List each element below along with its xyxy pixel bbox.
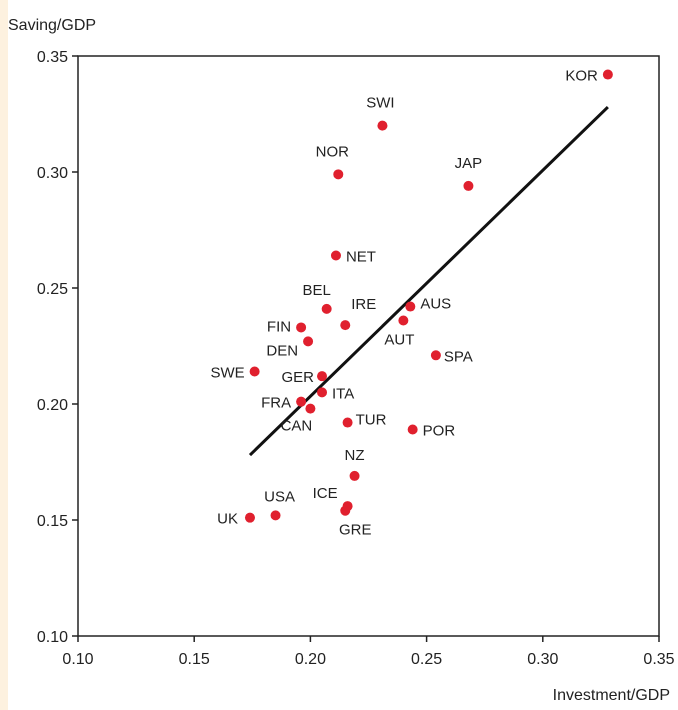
- point-aus: [405, 301, 416, 312]
- point-label-ger: GER: [282, 369, 315, 386]
- y-axis-title: Saving/GDP: [8, 17, 96, 34]
- y-tick-label: 0.10: [37, 629, 68, 646]
- point-label-swe: SWE: [210, 365, 244, 382]
- point-label-uk: UK: [217, 511, 238, 528]
- y-axis: 0.10 0.15 0.20 0.25 0.30 0.35: [37, 49, 78, 646]
- trend-line: [248, 105, 609, 457]
- point-label-kor: KOR: [565, 68, 598, 85]
- point-jap: [463, 180, 474, 191]
- point-label-fin: FIN: [267, 318, 291, 335]
- point-label-swi: SWI: [366, 95, 394, 112]
- y-tick-label: 0.15: [37, 513, 68, 530]
- y-tick-label: 0.35: [37, 49, 68, 66]
- point-label-aus: AUS: [420, 296, 451, 313]
- point-can: [305, 403, 316, 414]
- point-label-usa: USA: [264, 488, 295, 505]
- point-usa: [270, 510, 281, 521]
- x-tick-label: 0.30: [527, 651, 558, 668]
- y-tick-label: 0.30: [37, 165, 68, 182]
- data-points: KOR SWI NOR JAP NET BEL IRE AUS AUT FIN DEN SPA SWE G…: [210, 68, 613, 539]
- point-uk: [244, 512, 255, 523]
- y-tick-label: 0.20: [37, 397, 68, 414]
- plot-area: [77, 55, 660, 637]
- point-fin: [296, 322, 307, 333]
- point-label-spa: SPA: [444, 348, 473, 365]
- point-label-can: CAN: [281, 418, 313, 435]
- point-kor: [602, 69, 613, 80]
- point-label-tur: TUR: [356, 412, 387, 429]
- point-ire: [340, 320, 351, 331]
- point-net: [330, 250, 341, 261]
- point-label-por: POR: [423, 423, 456, 440]
- point-label-net: NET: [346, 249, 376, 266]
- point-den: [303, 336, 314, 347]
- point-nor: [333, 169, 344, 180]
- point-ita: [317, 387, 328, 398]
- point-label-fra: FRA: [261, 395, 291, 412]
- point-bel: [321, 303, 332, 314]
- x-tick-label: 0.25: [411, 651, 442, 668]
- point-label-nz: NZ: [345, 447, 365, 464]
- point-tur: [342, 417, 353, 428]
- scatter-chart: Saving/GDP Investment/GDP 0.100.150.200.…: [8, 17, 675, 704]
- point-nz: [349, 470, 360, 481]
- x-tick-label: 0.15: [179, 651, 210, 668]
- point-aut: [398, 315, 409, 326]
- point-label-ice: ICE: [313, 485, 338, 502]
- chart-panel: Saving/GDP Investment/GDP 0.10 0.15 0.20 0.…: [8, 0, 678, 710]
- point-fra: [296, 396, 307, 407]
- x-axis-title: Investment/GDP: [553, 687, 670, 704]
- point-swi: [377, 120, 388, 131]
- trend-line-group: [248, 105, 609, 457]
- point-spa: [430, 350, 441, 361]
- point-gre: [340, 505, 351, 516]
- x-tick-label: 0.10: [62, 651, 93, 668]
- point-label-ita: ITA: [332, 385, 354, 402]
- x-tick-label: 0.35: [643, 651, 674, 668]
- y-tick-label: 0.25: [37, 281, 68, 298]
- point-ger: [317, 371, 328, 382]
- point-label-bel: BEL: [302, 282, 330, 299]
- point-label-nor: NOR: [316, 143, 350, 160]
- point-label-jap: JAP: [455, 155, 483, 172]
- point-label-gre: GRE: [339, 522, 372, 539]
- x-axis: 0.10 0.15 0.20 0.25 0.30 0.35: [62, 636, 675, 668]
- point-label-aut: AUT: [384, 331, 414, 348]
- x-tick-label: 0.20: [295, 651, 326, 668]
- point-label-ire: IRE: [351, 296, 376, 313]
- point-label-den: DEN: [266, 342, 298, 359]
- point-swe: [249, 366, 260, 377]
- point-por: [407, 424, 418, 435]
